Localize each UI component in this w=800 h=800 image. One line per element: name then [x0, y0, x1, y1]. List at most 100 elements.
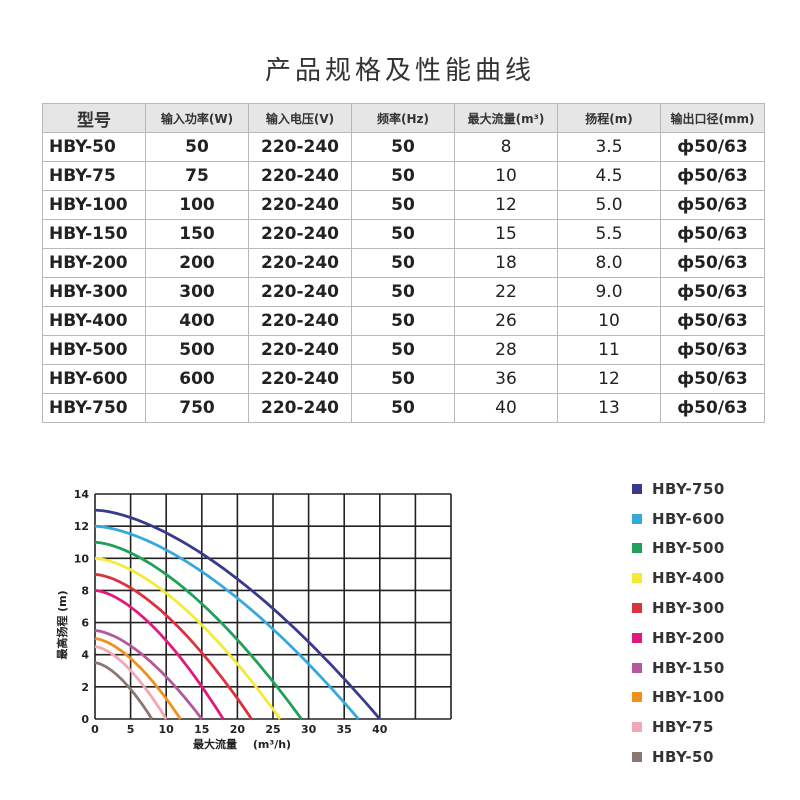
legend-swatch [632, 573, 642, 584]
table-row: HBY-200 200 220-240 50 18 8.0 ф50/63 [42, 248, 765, 278]
legend-label: HBY-500 [652, 539, 725, 558]
header-frequency: 频率(Hz) [351, 103, 455, 133]
cell-model: HBY-750 [42, 393, 146, 423]
table-row: HBY-50 50 220-240 50 8 3.5 ф50/63 [42, 132, 765, 162]
x-axis-unit: (m³/h) [253, 738, 291, 751]
legend-swatch [632, 543, 642, 554]
cell-power: 150 [145, 219, 249, 249]
header-head: 扬程(m) [557, 103, 661, 133]
legend-item: HBY-75 [632, 712, 782, 742]
cell-model: HBY-50 [42, 132, 146, 162]
legend-swatch [632, 692, 642, 703]
cell-voltage: 220-240 [248, 393, 352, 423]
x-tick-label: 30 [301, 723, 317, 736]
legend-item: HBY-750 [632, 474, 782, 504]
x-tick-label: 20 [230, 723, 246, 736]
cell-frequency: 50 [351, 335, 455, 365]
legend-label: HBY-750 [652, 479, 725, 498]
y-tick-label: 0 [81, 713, 89, 726]
cell-max-flow: 10 [454, 161, 558, 191]
cell-frequency: 50 [351, 248, 455, 278]
cell-outlet: ф50/63 [660, 248, 765, 278]
cell-voltage: 220-240 [248, 161, 352, 191]
x-tick-label: 35 [337, 723, 352, 736]
table-row: HBY-75 75 220-240 50 10 4.5 ф50/63 [42, 161, 765, 191]
table-row: HBY-500 500 220-240 50 28 11 ф50/63 [42, 335, 765, 365]
x-axis-label: 最大流量 [193, 737, 237, 751]
curve-hby-75 [94, 645, 168, 720]
x-tick-label: 0 [91, 723, 99, 736]
cell-model: HBY-500 [42, 335, 146, 365]
y-tick-label: 10 [74, 552, 90, 565]
cell-head: 8.0 [557, 248, 661, 278]
cell-max-flow: 12 [454, 190, 558, 220]
legend-item: HBY-500 [632, 534, 782, 564]
curve-hby-750 [94, 508, 381, 720]
header-outlet: 输出口径(mm) [660, 103, 765, 133]
cell-head: 9.0 [557, 277, 661, 307]
curve-hby-150 [94, 629, 203, 720]
cell-outlet: ф50/63 [660, 364, 765, 394]
cell-model: HBY-150 [42, 219, 146, 249]
cell-outlet: ф50/63 [660, 393, 765, 423]
cell-voltage: 220-240 [248, 190, 352, 220]
cell-frequency: 50 [351, 393, 455, 423]
header-power: 输入功率(W) [145, 103, 249, 133]
legend-swatch [632, 603, 642, 614]
cell-model: HBY-600 [42, 364, 146, 394]
table-row: HBY-600 600 220-240 50 36 12 ф50/63 [42, 364, 765, 394]
legend-label: HBY-600 [652, 509, 725, 528]
curve-hby-100 [94, 637, 182, 720]
curve-hby-600 [94, 524, 360, 720]
cell-voltage: 220-240 [248, 277, 352, 307]
cell-power: 100 [145, 190, 249, 220]
cell-power: 500 [145, 335, 249, 365]
cell-model: HBY-300 [42, 277, 146, 307]
cell-max-flow: 40 [454, 393, 558, 423]
cell-max-flow: 28 [454, 335, 558, 365]
cell-power: 400 [145, 306, 249, 336]
cell-head: 5.0 [557, 190, 661, 220]
cell-max-flow: 36 [454, 364, 558, 394]
cell-head: 3.5 [557, 132, 661, 162]
cell-voltage: 220-240 [248, 219, 352, 249]
legend-label: HBY-75 [652, 718, 714, 737]
legend-label: HBY-400 [652, 569, 725, 588]
cell-head: 4.5 [557, 161, 661, 191]
legend-swatch [632, 513, 642, 524]
legend-swatch [632, 662, 642, 673]
x-tick-label: 5 [127, 723, 135, 736]
cell-voltage: 220-240 [248, 306, 352, 336]
cell-head: 5.5 [557, 219, 661, 249]
table-row: HBY-400 400 220-240 50 26 10 ф50/63 [42, 306, 765, 336]
table-body: HBY-50 50 220-240 50 8 3.5 ф50/63 HBY-75 75 220-2… [42, 132, 765, 423]
cell-voltage: 220-240 [248, 335, 352, 365]
x-tick-label: 25 [265, 723, 280, 736]
legend-label: HBY-150 [652, 658, 725, 677]
table-row: HBY-750 750 220-240 50 40 13 ф50/63 [42, 393, 765, 423]
cell-head: 11 [557, 335, 661, 365]
y-tick-label: 8 [81, 584, 89, 597]
cell-voltage: 220-240 [248, 248, 352, 278]
legend-label: HBY-50 [652, 748, 714, 767]
cell-max-flow: 15 [454, 219, 558, 249]
curve-hby-300 [94, 573, 253, 720]
legend-item: HBY-200 [632, 623, 782, 653]
y-tick-label: 6 [81, 617, 89, 630]
cell-outlet: ф50/63 [660, 277, 765, 307]
cell-outlet: ф50/63 [660, 132, 765, 162]
y-tick-label: 12 [74, 520, 89, 533]
cell-head: 12 [557, 364, 661, 394]
cell-power: 750 [145, 393, 249, 423]
cell-outlet: ф50/63 [660, 219, 765, 249]
page-title: 产品规格及性能曲线 [264, 56, 535, 86]
legend-swatch [632, 632, 642, 643]
legend-item: HBY-600 [632, 504, 782, 534]
header-model: 型号 [42, 103, 146, 133]
cell-frequency: 50 [351, 277, 455, 307]
cell-frequency: 50 [351, 190, 455, 220]
x-tick-label: 10 [159, 723, 175, 736]
x-tick-label: 15 [194, 723, 209, 736]
legend-item: HBY-50 [632, 742, 782, 772]
cell-outlet: ф50/63 [660, 190, 765, 220]
